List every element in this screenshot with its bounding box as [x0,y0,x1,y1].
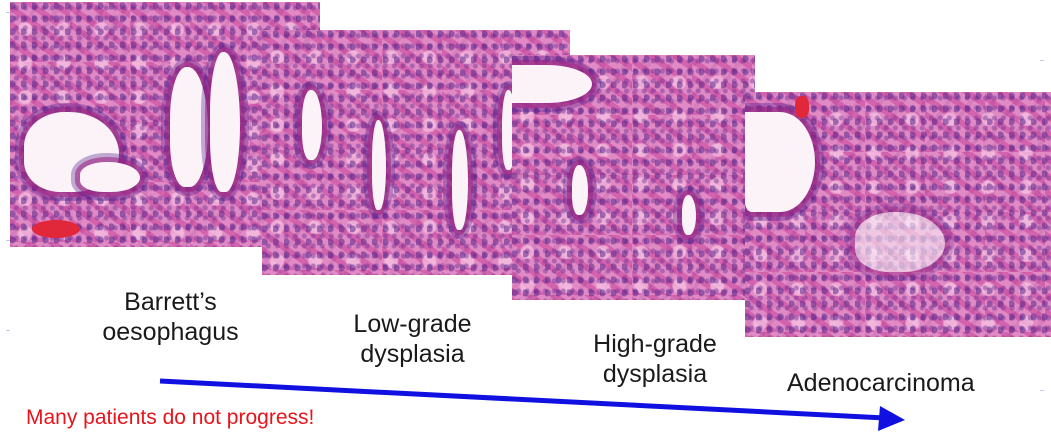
gland-lumen [80,162,140,192]
gland-lumen [210,52,240,192]
stage-label-high-grade: High-grade dysplasia [593,330,717,388]
grid-tick [6,330,10,331]
grid-tick [1040,390,1044,391]
gland-lumen [572,165,588,215]
gland-lumen [170,67,208,187]
grid-tick [6,240,10,241]
histology-image-adenocarcinoma [745,92,1051,337]
gland-lumen [372,120,386,210]
arrow-line [159,378,886,421]
gland-lumen [302,90,322,160]
progression-note: Many patients do not progress! [26,406,315,429]
gland-lumen [512,65,592,103]
blood-spot [32,220,80,238]
blood-spot [795,96,809,118]
stage-label-barretts: Barrett’s oesophagus [102,288,239,346]
histology-image-high-grade [512,55,755,300]
stage-label-adenocarcinoma: Adenocarcinoma [787,369,975,397]
stage-label-low-grade: Low-grade dysplasia [353,310,472,368]
grid-tick [1040,60,1044,61]
gland-lumen [682,195,696,235]
stroma-area [855,212,945,272]
stroma-area [745,112,815,212]
arrow-head [878,406,905,431]
gland-lumen [452,130,468,230]
grid-tick [6,12,10,13]
